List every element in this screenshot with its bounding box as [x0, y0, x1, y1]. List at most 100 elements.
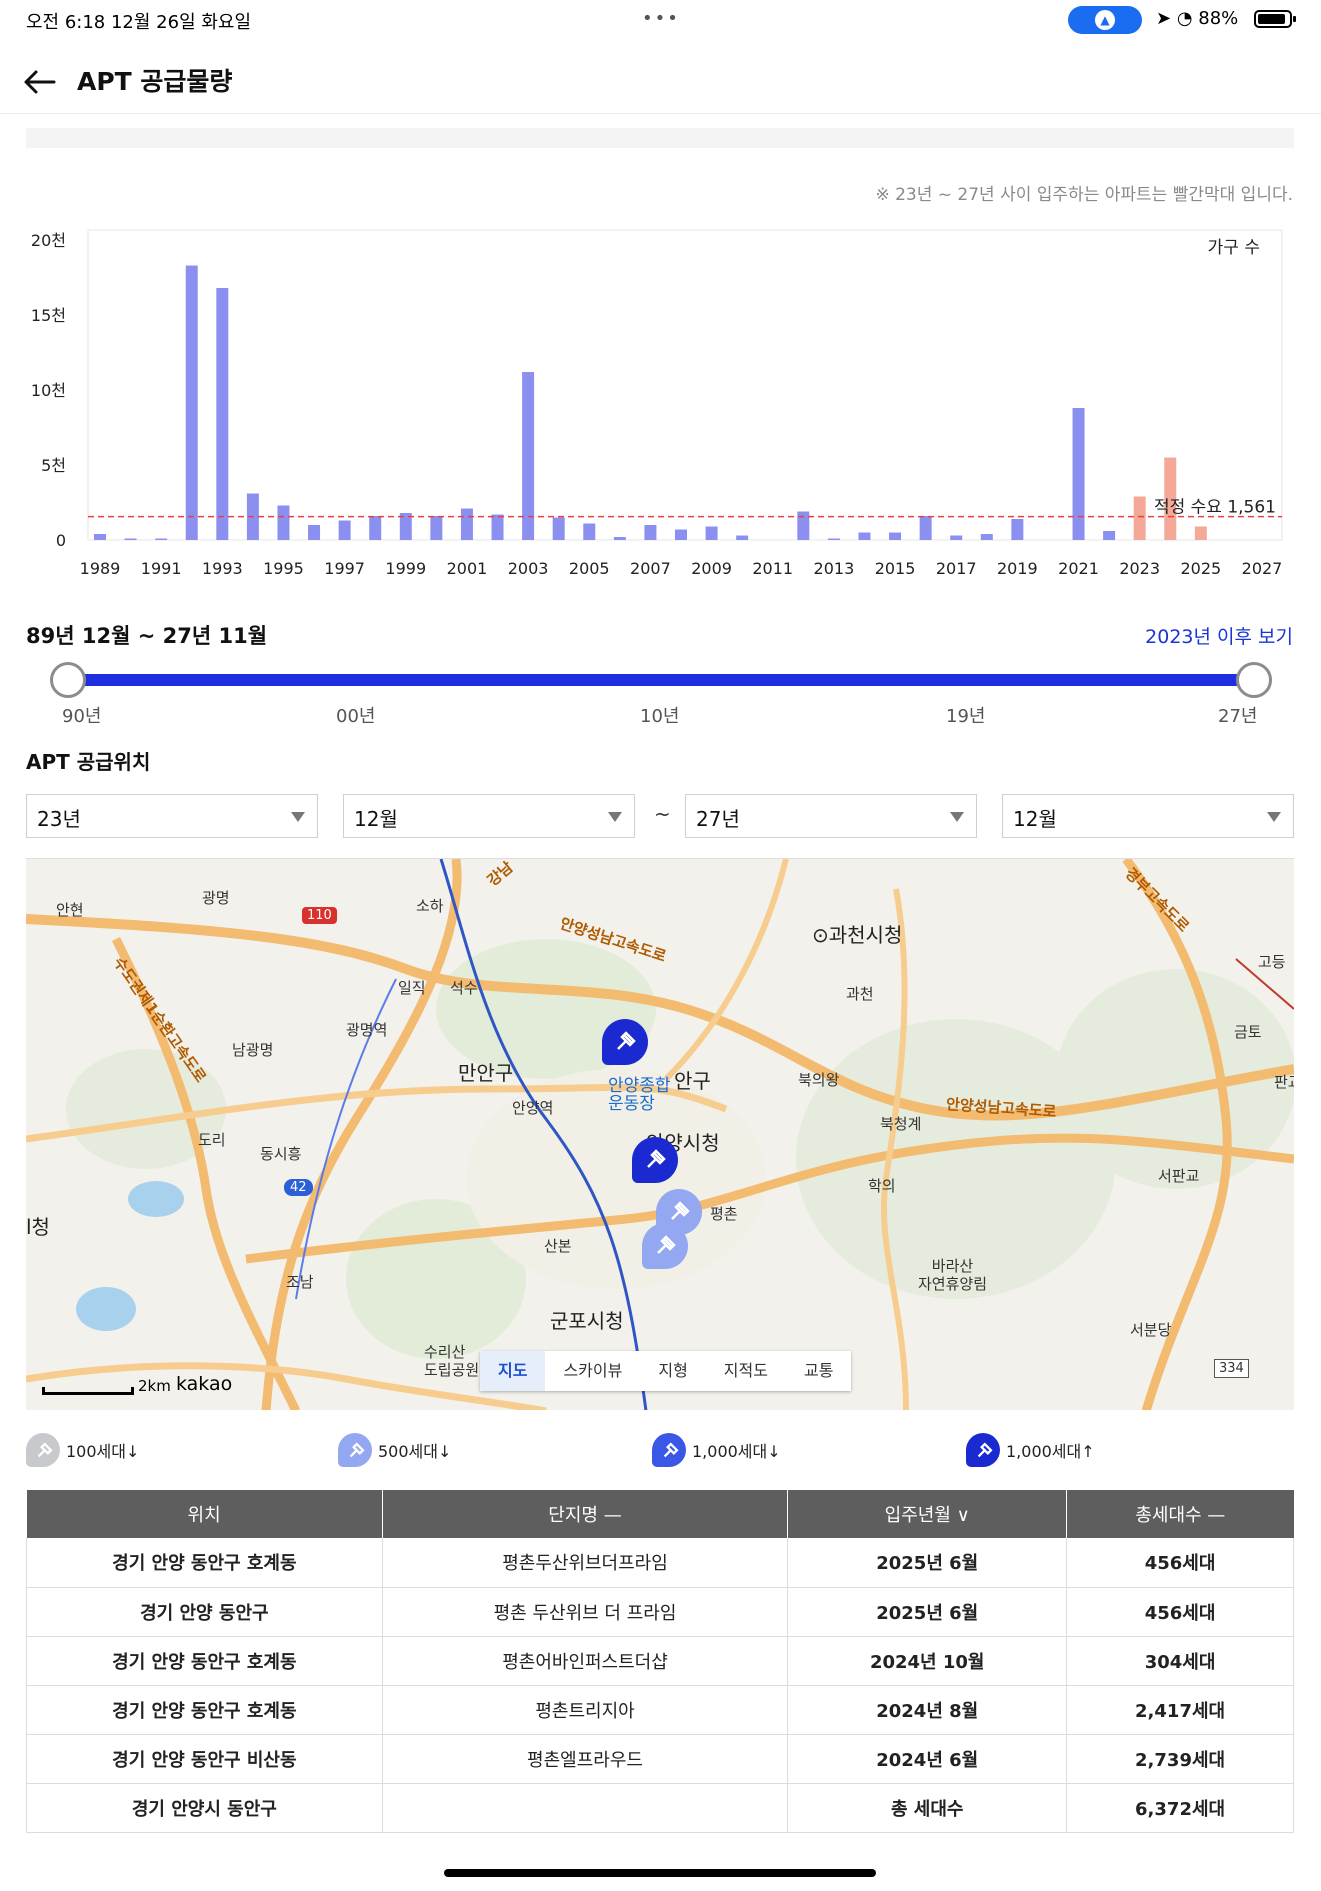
from-month-value: 12월 [354, 807, 398, 831]
slider-start-handle[interactable] [50, 662, 86, 698]
wifi-icon: ◔ [1176, 8, 1193, 29]
map-label: 판교 [1274, 1073, 1294, 1091]
from-month-select[interactable]: 12월 [343, 794, 635, 838]
legend-label: 1,000세대↑ [1006, 1442, 1095, 1461]
cell-location: 경기 안양 동안구 호계동 [26, 1538, 383, 1588]
table-row[interactable]: 경기 안양 동안구 호계동 평촌트리지아 2024년 8월 2,417세대 [26, 1685, 1294, 1735]
map-tab-cadastral[interactable]: 지적도 [723, 1361, 768, 1380]
map-scale-label: 2km [138, 1377, 171, 1395]
legend-label: 500세대↓ [378, 1442, 452, 1461]
legend-item: 1,000세대↓ [652, 1430, 781, 1470]
cell-location: 경기 안양 동안구 호계동 [26, 1636, 383, 1686]
cell-complex: 평촌어바인퍼스트더샵 [382, 1636, 789, 1686]
bar-2012 [797, 511, 810, 540]
bar-1997 [338, 520, 351, 540]
range-label: 89년 12월 ~ 27년 11월 [26, 624, 268, 648]
chart-ylabel: 가구 수 [1208, 238, 1260, 258]
bar-2002 [491, 514, 504, 540]
bar-2003 [522, 372, 535, 540]
map-label: 소하 [416, 897, 444, 915]
column-header-complex[interactable]: 단지명 — [382, 1490, 789, 1538]
supply-location-map[interactable]: ⊙과천시청 과천 광명 안현 소하 일직 석수 광명역 남광명 만안구 안양역 … [26, 858, 1294, 1410]
x-tick-label: 1995 [263, 559, 304, 578]
bar-1989 [94, 534, 106, 540]
bar-2004 [552, 517, 565, 540]
map-type-tabs: 지도 스카이뷰 지형 지적도 교통 [480, 1351, 852, 1391]
bar-2001 [460, 508, 473, 540]
map-tab-traffic[interactable]: 교통 [803, 1361, 834, 1380]
table-row[interactable]: 경기 안양 동안구 호계동 평촌어바인퍼스트더샵 2024년 10월 304세대 [26, 1636, 1294, 1686]
bar-1996 [308, 525, 321, 540]
map-tab-skyview[interactable]: 스카이뷰 [563, 1361, 623, 1380]
map-label: 북청계 [880, 1115, 922, 1133]
status-indicators: ➤ ◔ 88% [1156, 8, 1238, 29]
table-row[interactable]: 경기 안양 동안구 비산동 평촌엘프라우드 2024년 6월 2,739세대 [26, 1734, 1294, 1784]
table-row[interactable]: 경기 안양 동안구 호계동 평촌두산위브더프라임 2025년 6월 456세대 [26, 1538, 1294, 1588]
map-label: 남광명 [232, 1041, 274, 1059]
map-roads [26, 859, 1294, 1410]
to-year-select[interactable]: 27년 [685, 794, 977, 838]
kakao-logo: kakao [176, 1373, 233, 1395]
legend-item: 500세대↓ [338, 1430, 451, 1470]
cell-complex: 평촌트리지아 [382, 1685, 789, 1735]
slider-end-handle[interactable] [1236, 662, 1272, 698]
complex-pin-large[interactable] [602, 1019, 648, 1065]
x-tick-label: 2017 [936, 559, 977, 578]
highway-110-shield: 110 [302, 907, 337, 924]
bar-2018 [980, 534, 993, 540]
cell-move-in: 2024년 8월 [787, 1685, 1068, 1735]
bar-1992 [185, 265, 198, 540]
location-icon: ➤ [1156, 8, 1172, 29]
map-label: 수리산 도립공원 [424, 1343, 480, 1379]
navigation-pill[interactable]: ▲ [1068, 6, 1142, 34]
supply-bar-chart: 가구 수 0 5천 10천 15천 20천 1989 1991 1993 1995 1997 19… [31, 229, 1283, 578]
x-tick-label: 2027 [1242, 559, 1283, 578]
slider-track[interactable] [68, 674, 1254, 686]
after-2023-link[interactable]: 2023년 이후 보기 [1145, 626, 1293, 648]
slider-tick-label: 10년 [640, 706, 680, 727]
x-tick-label: 2023 [1119, 559, 1160, 578]
x-tick-label: 2007 [630, 559, 671, 578]
slider-tick-label: 27년 [1218, 706, 1258, 727]
map-label: 안구 [674, 1069, 711, 1093]
from-year-select[interactable]: 23년 [26, 794, 318, 838]
bar-2013 [827, 538, 840, 540]
map-label: 만안구 [458, 1061, 514, 1085]
to-month-select[interactable]: 12월 [1002, 794, 1294, 838]
x-tick-label: 1989 [80, 559, 121, 578]
x-tick-label: 2025 [1180, 559, 1221, 578]
y-tick-label: 15천 [31, 306, 66, 325]
column-header-location[interactable]: 위치 [26, 1490, 383, 1538]
bar-2024 [1164, 457, 1177, 540]
complex-pin-large[interactable] [632, 1137, 678, 1183]
bar-2015 [889, 532, 902, 540]
table-row[interactable]: 경기 안양 동안구 평촌 두산위브 더 프라임 2025년 6월 456세대 [26, 1587, 1294, 1637]
bar-2000 [430, 516, 443, 540]
cell-households: 304세대 [1066, 1636, 1294, 1686]
map-tab-map[interactable]: 지도 [480, 1351, 546, 1391]
bar-1999 [399, 513, 412, 540]
column-header-move-in[interactable]: 입주년월 ∨ [787, 1490, 1068, 1538]
multitask-dots-icon[interactable]: ••• [642, 8, 680, 29]
cell-location: 경기 안양 동안구 비산동 [26, 1734, 383, 1784]
bar-2010 [736, 535, 749, 540]
map-tab-terrain[interactable]: 지형 [658, 1361, 688, 1380]
caret-down-icon [291, 812, 305, 822]
bar-2019 [1011, 519, 1024, 540]
cell-move-in: 2024년 10월 [787, 1636, 1068, 1686]
complex-pin-small[interactable] [642, 1223, 688, 1269]
bar-1995 [277, 505, 290, 540]
legend-item: 1,000세대↑ [966, 1430, 1095, 1470]
x-tick-label: 2009 [691, 559, 732, 578]
cell-complex: 평촌 두산위브 더 프라임 [382, 1587, 789, 1637]
y-tick-label: 5천 [41, 456, 66, 475]
column-header-households[interactable]: 총세대수 — [1066, 1490, 1294, 1538]
year-range-slider[interactable] [50, 660, 1272, 700]
bar-1993 [216, 288, 229, 540]
home-indicator[interactable] [444, 1869, 876, 1877]
x-tick-label: 2003 [508, 559, 549, 578]
bar-1991 [155, 538, 168, 540]
back-arrow-icon[interactable] [20, 62, 60, 102]
map-label: ⊙과천시청 [812, 923, 903, 947]
top-band [26, 128, 1294, 148]
